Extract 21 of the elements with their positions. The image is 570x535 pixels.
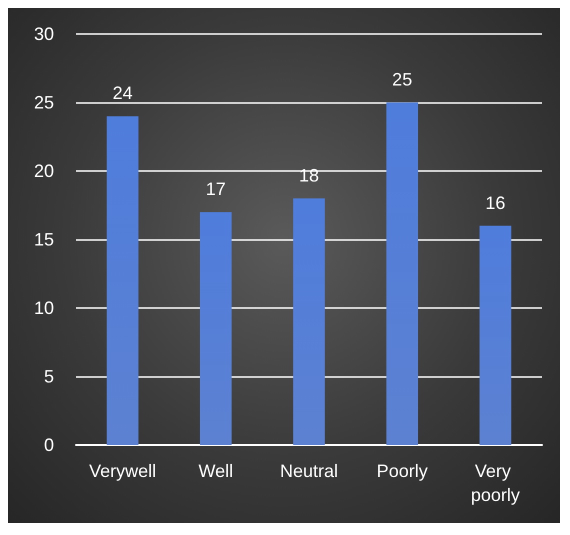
bar (106, 116, 138, 445)
bar (480, 226, 512, 445)
y-tick-label: 15 (34, 230, 54, 250)
y-tick-label: 25 (34, 92, 54, 112)
x-tick-label: Verywell (89, 461, 156, 481)
bar (293, 198, 325, 445)
y-tick-label: 0 (44, 435, 54, 455)
data-label: 24 (112, 83, 133, 104)
data-label: 16 (485, 192, 506, 213)
y-tick-label: 20 (34, 161, 54, 181)
x-tick-label: Neutral (280, 461, 338, 481)
y-tick-label: 30 (34, 24, 54, 44)
bar (200, 212, 232, 445)
y-tick-label: 5 (44, 366, 54, 386)
x-tick-label: Poorly (376, 461, 428, 481)
x-tick-label: Well (198, 461, 234, 481)
x-tick-label: Very poorly (470, 461, 520, 505)
data-label: 17 (206, 179, 226, 200)
data-label: 25 (392, 70, 412, 90)
y-tick-label: 10 (34, 298, 54, 318)
bar (386, 102, 418, 445)
